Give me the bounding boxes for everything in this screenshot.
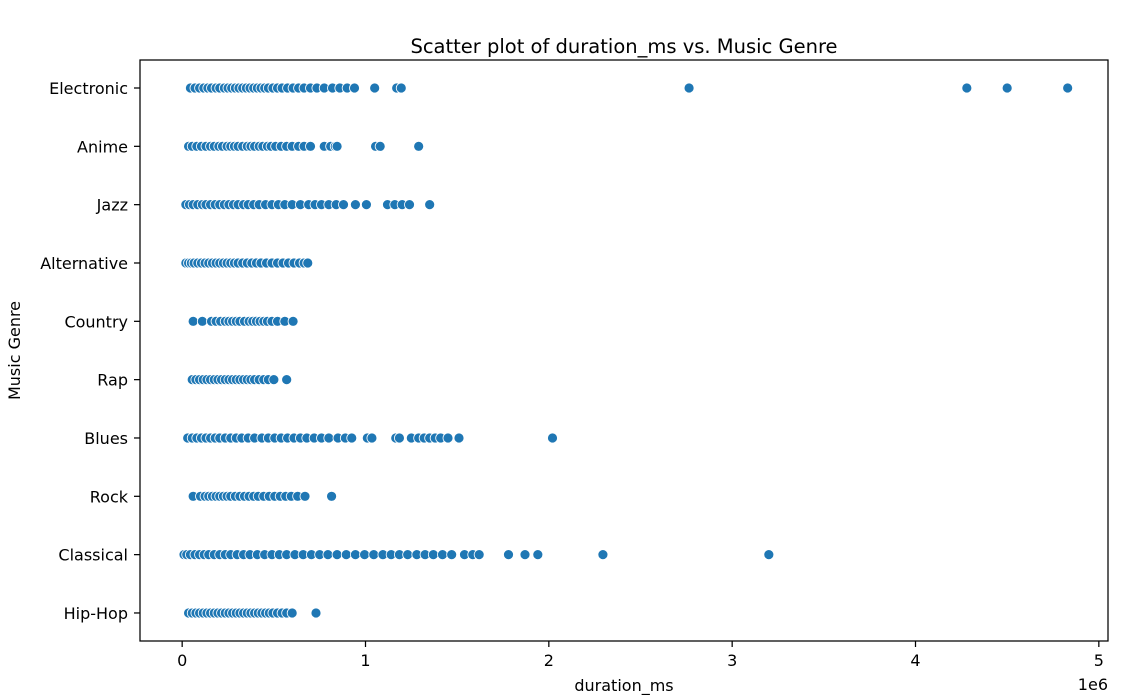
x-axis: 0 1 2 3 4 5 [177,641,1104,670]
points-layer [178,82,1074,619]
y-tick-label: Country [64,312,128,331]
data-point [1001,82,1013,94]
plot-frame [139,59,1109,642]
data-point [187,315,199,327]
data-point [683,82,695,94]
y-tick-label: Rock [90,487,129,506]
data-point [437,549,448,561]
x-tick-label: 3 [727,651,737,670]
y-axis-label: Music Genre [5,301,24,400]
y-tick-label: Classical [58,546,128,565]
x-tick-label: 5 [1094,651,1104,670]
data-point [961,82,973,94]
data-point [340,549,352,561]
data-point [322,549,334,561]
data-point [473,549,485,561]
data-point [196,315,208,327]
data-point [597,549,609,561]
y-tick-label: Jazz [96,196,128,215]
x-tick-label: 1 [360,651,370,670]
data-point [299,490,311,502]
data-point [404,199,415,211]
data-point [519,549,531,561]
data-point [1062,82,1074,94]
y-tick-label: Rap [97,371,128,390]
data-point [326,490,337,502]
x-axis-label: duration_ms [574,676,673,695]
x-axis-offset-text: 1e6 [1078,675,1108,694]
data-point [305,140,316,152]
data-point [442,432,454,444]
x-tick-label: 4 [910,651,920,670]
data-point [503,549,514,561]
data-point [346,432,358,444]
y-tick-label: Anime [77,137,128,156]
data-point [302,257,314,269]
data-point [361,199,372,211]
data-point [350,199,361,211]
data-point [424,199,436,211]
data-point [402,549,414,561]
data-point [547,432,558,444]
data-point [395,82,407,94]
data-point [281,374,293,386]
data-point [374,140,386,152]
x-tick-label: 0 [177,651,187,670]
data-point [331,549,343,561]
data-point [369,82,381,94]
data-point [287,315,299,327]
data-point [453,432,465,444]
chart-title: Scatter plot of duration_ms vs. Music Ge… [410,35,837,58]
data-point [366,432,378,444]
data-point [286,607,298,619]
data-point [349,82,360,94]
y-axis: Electronic Anime Jazz Alternative Country Rap… [40,79,140,623]
data-point [763,549,775,561]
y-tick-label: Blues [84,429,128,448]
data-point [359,549,370,561]
y-tick-label: Hip-Hop [64,604,128,623]
data-point [413,140,425,152]
data-point [310,607,322,619]
x-tick-label: 2 [544,651,554,670]
data-point [323,432,335,444]
data-point [268,374,280,386]
data-point [338,199,349,211]
data-point [532,549,544,561]
data-point [331,140,343,152]
data-point [368,549,380,561]
y-tick-label: Electronic [49,79,128,98]
data-point [446,549,458,561]
data-point [350,549,361,561]
data-point [394,432,405,444]
y-tick-label: Alternative [40,254,128,273]
data-point [427,549,439,561]
